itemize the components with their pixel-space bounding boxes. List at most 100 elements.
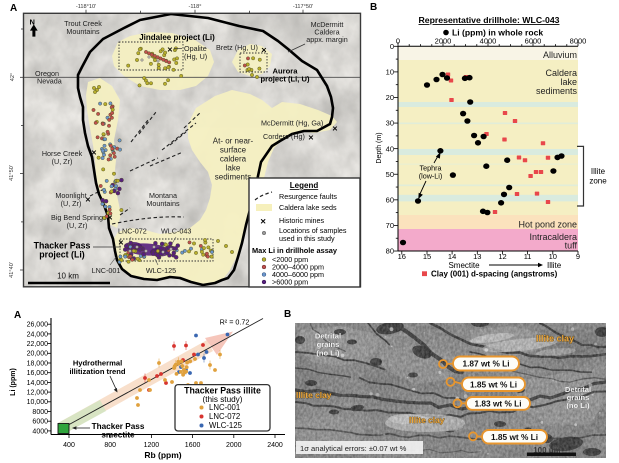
svg-text:6000: 6000 bbox=[525, 37, 542, 46]
svg-text:Oregon: Oregon bbox=[35, 69, 59, 78]
svg-text:McDermitt: McDermitt bbox=[311, 20, 344, 29]
svg-text:12,000: 12,000 bbox=[27, 390, 49, 397]
svg-text:50: 50 bbox=[386, 170, 394, 179]
svg-text:10: 10 bbox=[549, 252, 557, 261]
svg-text:Locations of samples: Locations of samples bbox=[279, 226, 347, 235]
svg-text:LNC-072: LNC-072 bbox=[118, 227, 147, 236]
svg-text:used in this study: used in this study bbox=[279, 234, 335, 243]
svg-text:1600: 1600 bbox=[185, 442, 201, 449]
svg-text:1.83 wt % Li: 1.83 wt % Li bbox=[474, 399, 521, 409]
svg-text:14: 14 bbox=[448, 252, 456, 261]
svg-text:Nevada: Nevada bbox=[37, 76, 62, 85]
svg-text:LNC-001: LNC-001 bbox=[92, 266, 121, 275]
svg-text:B: B bbox=[284, 309, 291, 320]
svg-text:8000: 8000 bbox=[32, 409, 48, 416]
svg-text:60: 60 bbox=[386, 195, 394, 204]
svg-text:-118°10': -118°10' bbox=[76, 4, 96, 10]
svg-text:(this study): (this study) bbox=[202, 395, 242, 404]
svg-text:Montana: Montana bbox=[149, 191, 177, 200]
svg-text:Trout Creek: Trout Creek bbox=[64, 19, 102, 28]
svg-text:Resurgence faults: Resurgence faults bbox=[279, 192, 337, 201]
svg-text:B: B bbox=[370, 2, 377, 13]
svg-text:Illite clay: Illite clay bbox=[536, 334, 574, 344]
svg-text:-117°50': -117°50' bbox=[293, 4, 313, 10]
svg-text:26,000: 26,000 bbox=[27, 322, 49, 329]
svg-text:Illite: Illite bbox=[547, 261, 562, 270]
svg-text:✕: ✕ bbox=[167, 47, 173, 54]
svg-text:caldera: caldera bbox=[220, 155, 247, 164]
svg-text:(no Li): (no Li) bbox=[566, 401, 590, 410]
svg-text:grains: grains bbox=[317, 340, 340, 349]
svg-text:(no Li): (no Li) bbox=[316, 349, 340, 358]
svg-text:4000–6000 ppm: 4000–6000 ppm bbox=[272, 270, 324, 279]
svg-text:2000–4000 ppm: 2000–4000 ppm bbox=[272, 263, 324, 272]
svg-text:Cordero (Hg): Cordero (Hg) bbox=[263, 132, 305, 141]
svg-text:Thacker Pass: Thacker Pass bbox=[92, 422, 145, 431]
svg-text:Mountains: Mountains bbox=[146, 199, 180, 208]
svg-text:4000: 4000 bbox=[480, 37, 497, 46]
svg-text:A: A bbox=[10, 3, 17, 14]
svg-text:400: 400 bbox=[63, 442, 75, 449]
svg-text:1.85 wt % Li: 1.85 wt % Li bbox=[470, 379, 517, 389]
svg-text:1.87 wt % Li: 1.87 wt % Li bbox=[462, 359, 509, 369]
svg-text:10: 10 bbox=[386, 68, 394, 77]
svg-text:Detrital: Detrital bbox=[565, 385, 591, 394]
svg-text:(U, Zr): (U, Zr) bbox=[52, 157, 73, 166]
svg-text:16: 16 bbox=[398, 252, 406, 261]
svg-text:✕: ✕ bbox=[85, 197, 91, 204]
svg-text:20,000: 20,000 bbox=[27, 351, 49, 358]
svg-text:2000: 2000 bbox=[435, 37, 452, 46]
svg-text:Detrital: Detrital bbox=[315, 332, 341, 341]
svg-text:Thacker Pass illite: Thacker Pass illite bbox=[184, 386, 261, 396]
svg-text:800: 800 bbox=[104, 442, 116, 449]
svg-text:A: A bbox=[14, 310, 21, 321]
svg-text:30: 30 bbox=[386, 119, 394, 128]
svg-text:11: 11 bbox=[524, 252, 532, 261]
svg-text:42°: 42° bbox=[10, 73, 16, 81]
svg-text:sediments: sediments bbox=[215, 173, 251, 182]
svg-text:Aurora: Aurora bbox=[273, 67, 299, 76]
svg-text:N: N bbox=[30, 18, 35, 27]
svg-text:Illite clay: Illite clay bbox=[296, 390, 332, 400]
svg-text:Bretz (Hg, U): Bretz (Hg, U) bbox=[216, 43, 258, 52]
svg-text:100 μm: 100 μm bbox=[533, 446, 561, 455]
svg-text:1.85 wt % Li: 1.85 wt % Li bbox=[491, 432, 538, 442]
svg-text:Thacker Pass: Thacker Pass bbox=[34, 241, 91, 251]
svg-text:lake: lake bbox=[560, 77, 577, 87]
svg-text:<2000 ppm: <2000 ppm bbox=[272, 255, 308, 264]
svg-text:sediments: sediments bbox=[536, 86, 578, 96]
svg-text:(low-Li): (low-Li) bbox=[419, 172, 443, 181]
svg-text:0: 0 bbox=[396, 37, 400, 46]
svg-text:8000: 8000 bbox=[570, 37, 587, 46]
svg-text:14,000: 14,000 bbox=[27, 380, 49, 387]
svg-text:Hydrothermal: Hydrothermal bbox=[73, 359, 122, 368]
svg-text:9: 9 bbox=[576, 252, 580, 261]
svg-text:zone: zone bbox=[589, 177, 607, 186]
svg-text:Legend: Legend bbox=[290, 181, 319, 190]
svg-text:McDermitt (Hg, Ga): McDermitt (Hg, Ga) bbox=[261, 119, 323, 128]
svg-text:R² = 0.72: R² = 0.72 bbox=[220, 318, 250, 327]
svg-text:WLC-043: WLC-043 bbox=[161, 227, 191, 236]
svg-text:Max Li in drillhole assay: Max Li in drillhole assay bbox=[252, 246, 338, 255]
svg-text:illitization trend: illitization trend bbox=[69, 367, 125, 376]
svg-text:surface: surface bbox=[220, 146, 247, 155]
svg-text:(U, Zr): (U, Zr) bbox=[61, 199, 82, 208]
svg-text:tuff: tuff bbox=[565, 241, 578, 251]
svg-text:LNC-001: LNC-001 bbox=[209, 403, 240, 412]
svg-text:4000: 4000 bbox=[32, 428, 48, 435]
svg-text:project (Li, U): project (Li, U) bbox=[261, 75, 310, 84]
svg-text:Clay (001) d-spacing (angstrom: Clay (001) d-spacing (angstroms) bbox=[431, 270, 558, 279]
svg-text:22,000: 22,000 bbox=[27, 341, 49, 348]
svg-text:Hot pond zone: Hot pond zone bbox=[518, 220, 577, 230]
svg-text:✕: ✕ bbox=[260, 217, 266, 226]
svg-text:lake: lake bbox=[226, 164, 241, 173]
svg-text:2400: 2400 bbox=[267, 442, 283, 449]
svg-text:Illite: Illite bbox=[591, 167, 606, 176]
svg-text:✕: ✕ bbox=[107, 215, 113, 222]
svg-text:1200: 1200 bbox=[144, 442, 160, 449]
svg-text:-118°: -118° bbox=[188, 4, 201, 10]
svg-text:Rb (ppm): Rb (ppm) bbox=[144, 450, 181, 460]
svg-text:project (Li): project (Li) bbox=[39, 250, 85, 260]
svg-text:16,000: 16,000 bbox=[27, 370, 49, 377]
svg-text:✕: ✕ bbox=[308, 135, 314, 142]
